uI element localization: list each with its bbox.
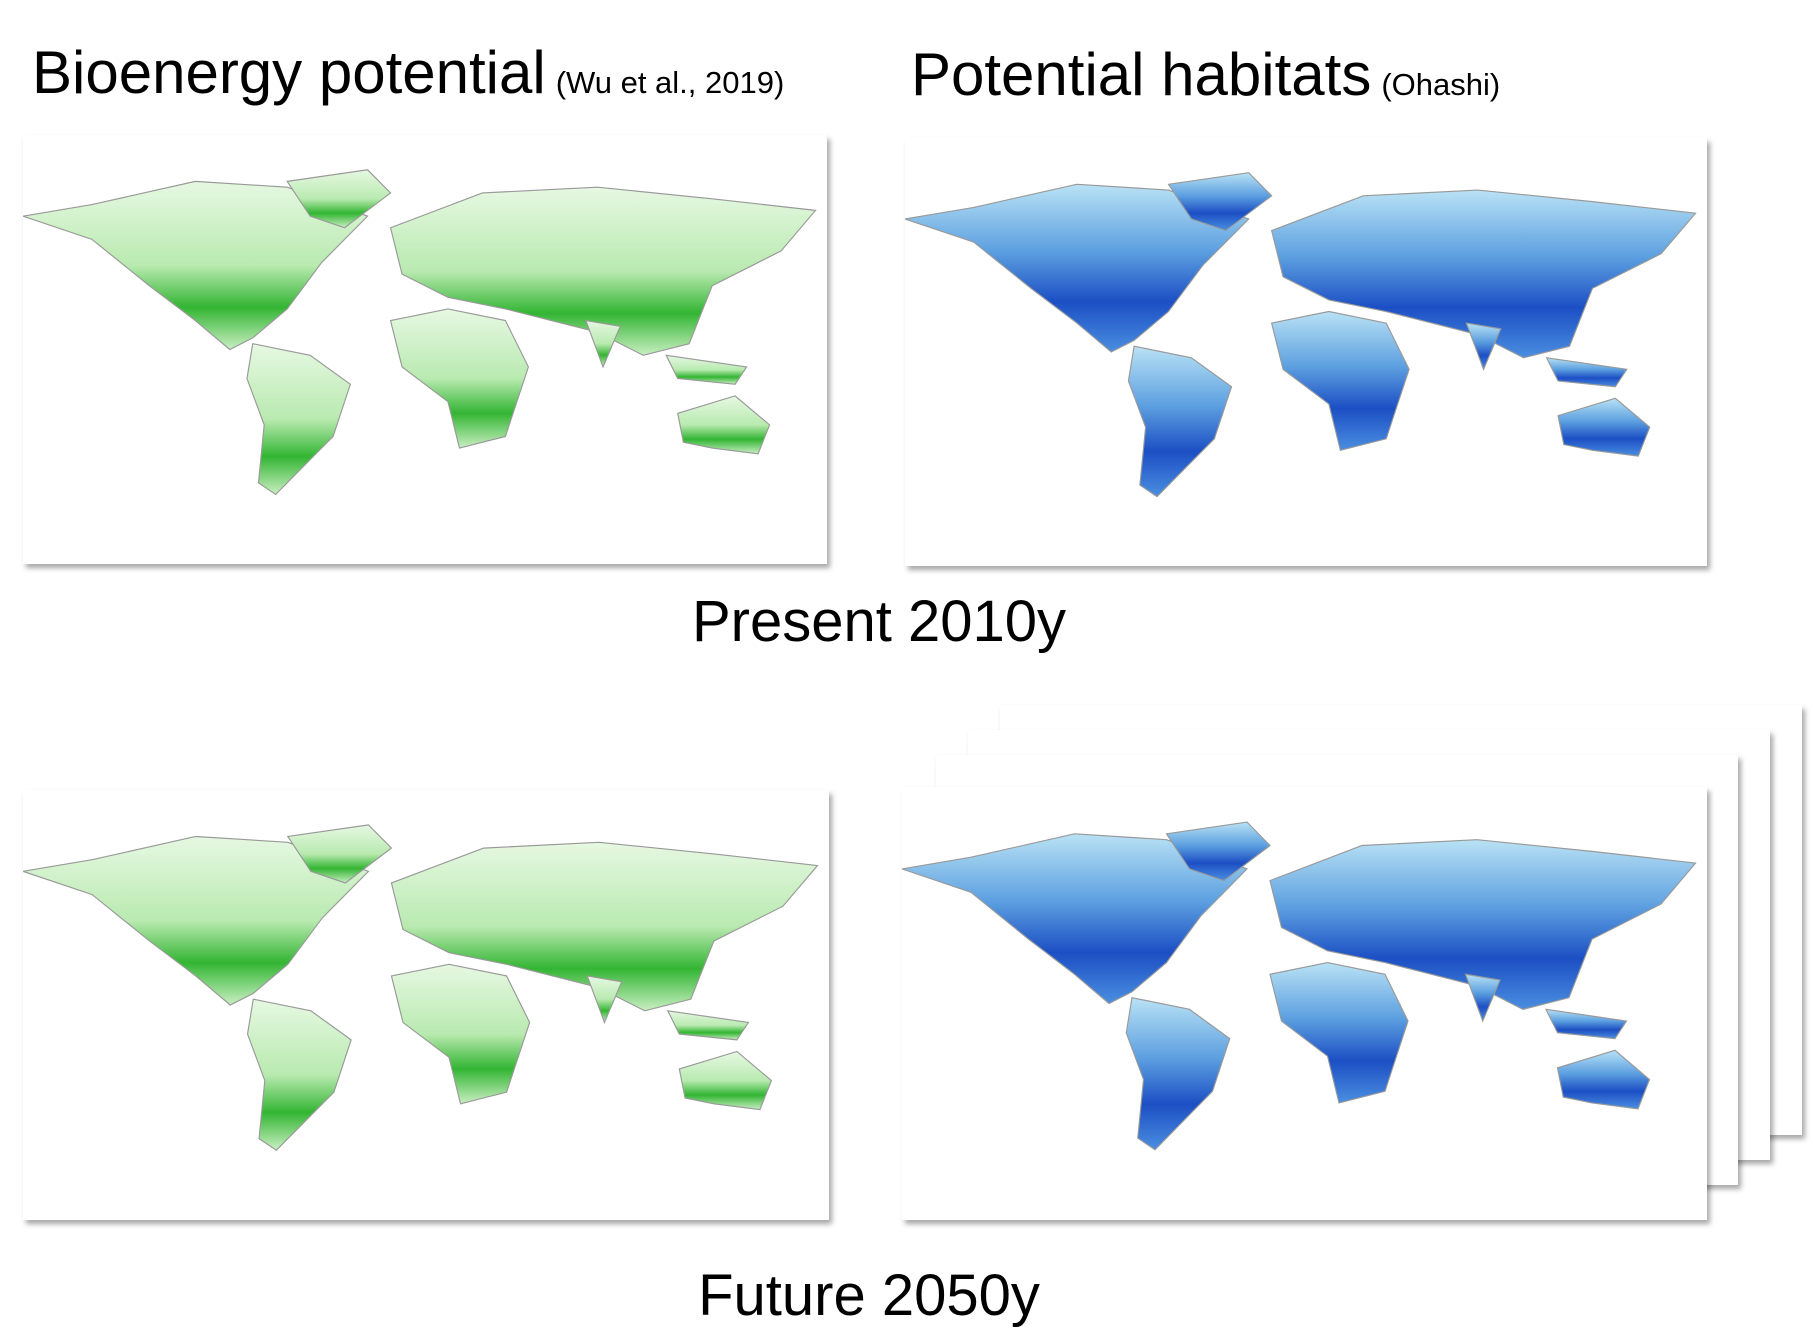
panel-title: Bioenergy potential	[32, 39, 546, 106]
panel-source: (Ohashi)	[1381, 67, 1501, 102]
map-image	[905, 138, 1707, 566]
panel-heading: Potential habitats (Ohashi)	[911, 40, 1500, 109]
map	[23, 135, 827, 564]
map-image	[23, 790, 829, 1220]
panel-heading: Bioenergy potential (Wu et al., 2019)	[32, 38, 784, 107]
map	[902, 787, 1707, 1220]
panel-source: (Wu et al., 2019)	[555, 65, 785, 100]
map-image	[902, 787, 1707, 1220]
map	[23, 790, 829, 1220]
map-image	[23, 135, 827, 564]
period-label: Present 2010y	[691, 589, 1067, 654]
period-label: Future 2050y	[698, 1263, 1040, 1328]
panel-title: Potential habitats	[911, 41, 1372, 108]
map	[905, 138, 1707, 566]
